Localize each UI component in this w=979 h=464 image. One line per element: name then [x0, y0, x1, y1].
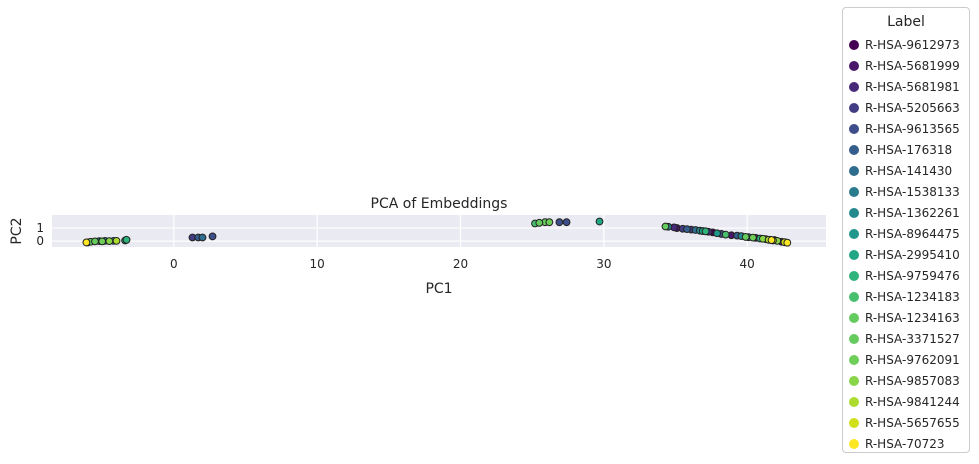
legend-entry: R-HSA-70723 — [843, 433, 969, 454]
legend-entry: R-HSA-3371527 — [843, 328, 969, 349]
data-point — [545, 218, 554, 227]
legend-marker — [849, 165, 859, 176]
data-point — [105, 237, 114, 246]
legend-entry: R-HSA-176318 — [843, 139, 969, 160]
data-point — [98, 237, 107, 246]
legend-label: R-HSA-2995410 — [865, 247, 960, 262]
legend-marker — [849, 396, 859, 407]
legend-items: R-HSA-9612973 R-HSA-5681999 R-HSA-5681981 R… — [843, 34, 969, 454]
data-point — [198, 233, 207, 242]
legend-entry: R-HSA-8964475 — [843, 223, 969, 244]
data-point — [122, 235, 131, 244]
legend-entry: R-HSA-5205663 — [843, 97, 969, 118]
legend-label: R-HSA-5681999 — [865, 58, 960, 73]
y-tick-label: 1 — [36, 221, 44, 235]
data-point — [82, 238, 91, 247]
legend-marker — [849, 438, 859, 449]
data-point — [767, 236, 776, 244]
legend-label: R-HSA-3371527 — [865, 331, 960, 346]
legend-marker — [849, 144, 859, 155]
legend-entry: R-HSA-9759476 — [843, 265, 969, 286]
legend-marker — [849, 291, 859, 302]
x-axis-label: PC1 — [425, 281, 452, 297]
legend-marker — [849, 39, 859, 50]
legend-entry: R-HSA-9612973 — [843, 34, 969, 55]
legend-label: R-HSA-5657655 — [865, 415, 960, 430]
x-tick-label: 40 — [740, 257, 755, 271]
legend-marker — [849, 60, 859, 71]
legend-marker — [849, 228, 859, 239]
data-point — [562, 218, 571, 227]
data-point — [683, 225, 691, 234]
legend-entry: R-HSA-5657655 — [843, 412, 969, 433]
legend-entry: R-HSA-1362261 — [843, 202, 969, 223]
x-tick-label: 10 — [310, 257, 325, 271]
legend-label: R-HSA-141430 — [865, 163, 953, 178]
data-point — [701, 227, 710, 236]
legend-entry: R-HSA-5681981 — [843, 76, 969, 97]
data-point — [555, 218, 564, 227]
legend-marker — [849, 312, 859, 323]
legend-entry: R-HSA-1538133 — [843, 181, 969, 202]
legend-label: R-HSA-176318 — [865, 142, 953, 157]
data-point — [749, 233, 757, 242]
legend-entry: R-HSA-9841244 — [843, 391, 969, 412]
legend-marker — [849, 354, 859, 365]
legend-marker — [849, 81, 859, 92]
x-ticks: 0 10 20 30 40 — [170, 257, 755, 271]
data-point — [661, 222, 670, 231]
data-point — [713, 229, 721, 238]
data-point — [535, 218, 544, 227]
legend-label: R-HSA-9612973 — [865, 37, 960, 52]
legend-label: R-HSA-9762091 — [865, 352, 960, 367]
data-point — [91, 237, 99, 246]
legend-label: R-HSA-1234163 — [865, 310, 960, 325]
legend: Label R-HSA-9612973 R-HSA-5681999 R-HSA-56… — [842, 7, 970, 453]
x-tick-label: 20 — [453, 257, 468, 271]
legend-label: R-HSA-5681981 — [865, 79, 960, 94]
legend-label: R-HSA-1538133 — [865, 184, 960, 199]
data-point — [721, 230, 730, 239]
legend-marker — [849, 207, 859, 218]
legend-label: R-HSA-9613565 — [865, 121, 960, 136]
legend-marker — [849, 186, 859, 197]
y-tick-label: 0 — [36, 234, 44, 248]
legend-marker — [849, 249, 859, 260]
y-axis-label: PC2 — [9, 217, 25, 244]
legend-label: R-HSA-8964475 — [865, 226, 960, 241]
legend-label: R-HSA-9857083 — [865, 373, 960, 388]
x-tick-label: 30 — [596, 257, 611, 271]
legend-entry: R-HSA-9762091 — [843, 349, 969, 370]
legend-label: R-HSA-9841244 — [865, 394, 960, 409]
legend-label: R-HSA-1362261 — [865, 205, 960, 220]
legend-entry: R-HSA-1234183 — [843, 286, 969, 307]
legend-marker — [849, 102, 859, 113]
legend-marker — [849, 270, 859, 281]
data-point — [783, 238, 792, 247]
data-points — [82, 217, 792, 247]
legend-entry: R-HSA-2995410 — [843, 244, 969, 265]
legend-label: R-HSA-9759476 — [865, 268, 960, 283]
legend-entry: R-HSA-9857083 — [843, 370, 969, 391]
data-point — [208, 232, 217, 241]
chart-title: PCA of Embeddings — [371, 196, 508, 212]
legend-marker — [849, 123, 859, 134]
data-point — [741, 233, 750, 241]
legend-marker — [849, 375, 859, 386]
x-tick-label: 0 — [170, 257, 178, 271]
data-point — [595, 217, 604, 226]
data-point — [112, 236, 121, 245]
legend-label: R-HSA-5205663 — [865, 100, 960, 115]
legend-entry: R-HSA-5681999 — [843, 55, 969, 76]
legend-marker — [849, 417, 859, 428]
legend-label: R-HSA-70723 — [865, 436, 945, 451]
legend-entry: R-HSA-9613565 — [843, 118, 969, 139]
legend-title: Label — [887, 14, 925, 30]
y-ticks: 01 — [36, 221, 44, 248]
legend-entry: R-HSA-1234163 — [843, 307, 969, 328]
legend-entry: R-HSA-141430 — [843, 160, 969, 181]
legend-marker — [849, 333, 859, 344]
legend-label: R-HSA-1234183 — [865, 289, 960, 304]
